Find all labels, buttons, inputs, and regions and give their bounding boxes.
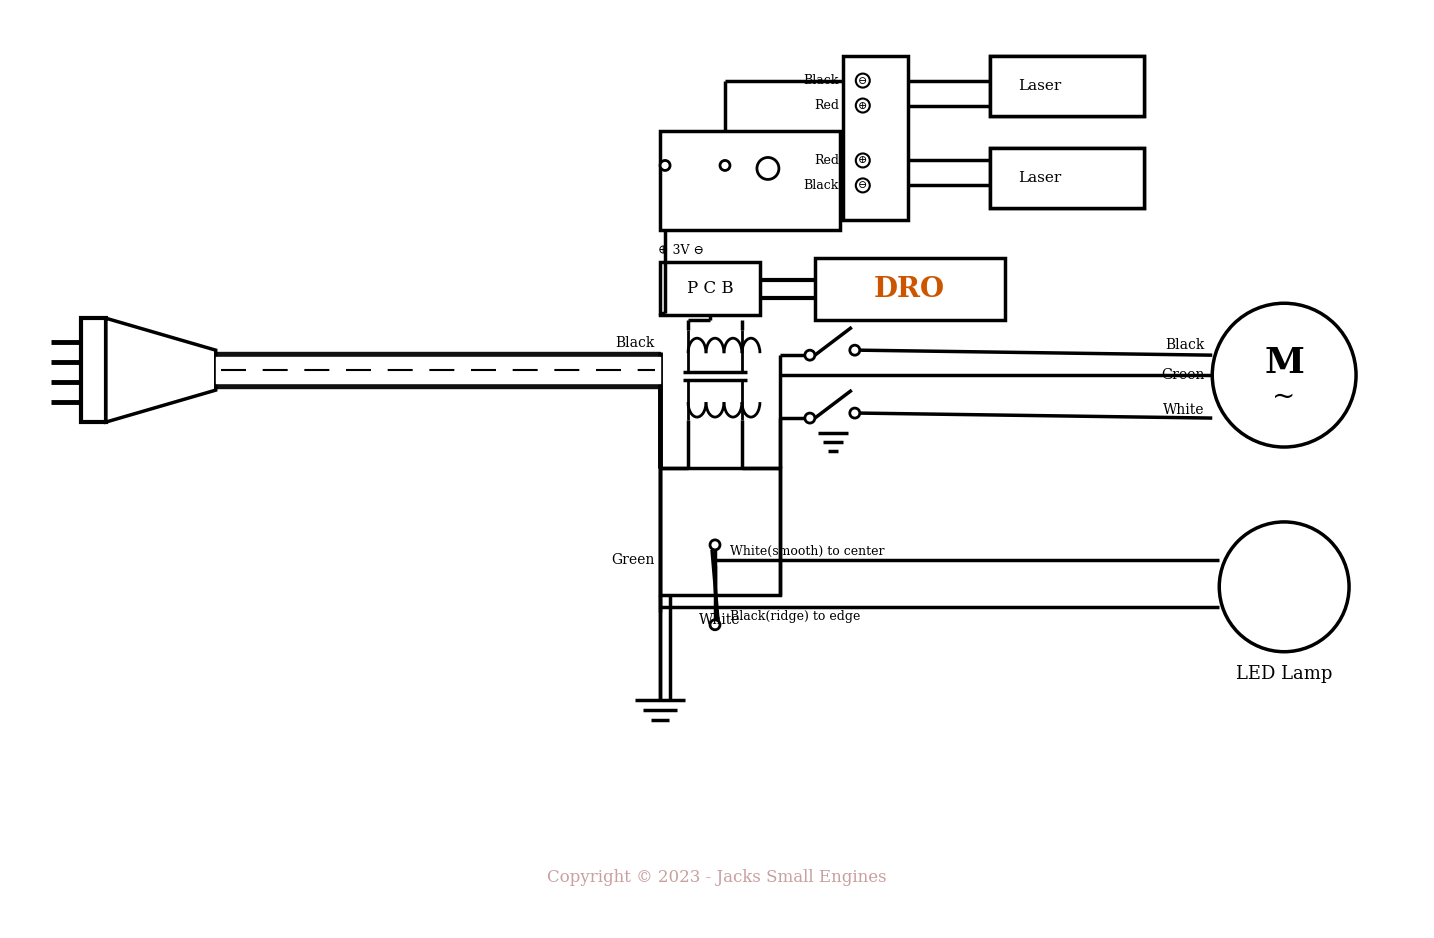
Bar bbox=[1100, 55, 1144, 115]
Circle shape bbox=[856, 98, 870, 113]
Polygon shape bbox=[106, 318, 215, 422]
Text: ⊕ 3V ⊖: ⊕ 3V ⊖ bbox=[658, 244, 704, 257]
Text: ⊕: ⊕ bbox=[858, 156, 868, 165]
Text: Laser: Laser bbox=[1018, 79, 1061, 93]
Circle shape bbox=[720, 160, 730, 171]
Text: White(smooth) to center: White(smooth) to center bbox=[730, 545, 885, 558]
Text: Black: Black bbox=[803, 74, 839, 87]
Circle shape bbox=[850, 408, 860, 418]
Text: White: White bbox=[700, 613, 741, 627]
Bar bbox=[1100, 148, 1144, 208]
Circle shape bbox=[757, 158, 779, 179]
Text: M: M bbox=[1265, 346, 1304, 380]
Text: ⊖: ⊖ bbox=[858, 76, 868, 85]
Bar bbox=[80, 318, 106, 422]
Bar bbox=[843, 55, 908, 220]
Text: White: White bbox=[1163, 403, 1205, 417]
Text: Black: Black bbox=[803, 179, 839, 192]
Text: Black: Black bbox=[615, 336, 655, 350]
Text: ~: ~ bbox=[1272, 384, 1296, 411]
Bar bbox=[660, 468, 780, 595]
Bar bbox=[815, 258, 1005, 320]
Circle shape bbox=[850, 345, 860, 356]
Bar bbox=[660, 130, 840, 231]
Text: ⊖: ⊖ bbox=[858, 180, 868, 190]
Bar bbox=[989, 148, 1144, 208]
Circle shape bbox=[804, 350, 815, 360]
Text: Black(ridge) to edge: Black(ridge) to edge bbox=[730, 611, 860, 623]
Bar bbox=[989, 55, 1144, 115]
Bar bbox=[989, 55, 1144, 115]
Text: LED Lamp: LED Lamp bbox=[1236, 665, 1332, 683]
Circle shape bbox=[710, 620, 720, 629]
Circle shape bbox=[1219, 522, 1349, 652]
Text: Copyright © 2023 - Jacks Small Engines: Copyright © 2023 - Jacks Small Engines bbox=[548, 869, 886, 885]
Circle shape bbox=[1212, 303, 1357, 447]
Circle shape bbox=[710, 540, 720, 550]
Circle shape bbox=[856, 154, 870, 168]
Circle shape bbox=[804, 413, 815, 423]
Text: Green: Green bbox=[612, 552, 655, 567]
Text: Red: Red bbox=[815, 154, 839, 167]
Text: DRO: DRO bbox=[875, 276, 945, 303]
Text: P C B: P C B bbox=[687, 280, 733, 296]
Circle shape bbox=[856, 73, 870, 87]
Circle shape bbox=[856, 178, 870, 192]
Bar bbox=[989, 148, 1144, 208]
Text: Red: Red bbox=[815, 99, 839, 112]
Text: Black: Black bbox=[1164, 339, 1205, 352]
Bar bbox=[660, 263, 760, 315]
Circle shape bbox=[660, 160, 670, 171]
Text: Green: Green bbox=[1162, 368, 1205, 382]
Text: Laser: Laser bbox=[1018, 172, 1061, 186]
Text: ⊕: ⊕ bbox=[858, 100, 868, 111]
